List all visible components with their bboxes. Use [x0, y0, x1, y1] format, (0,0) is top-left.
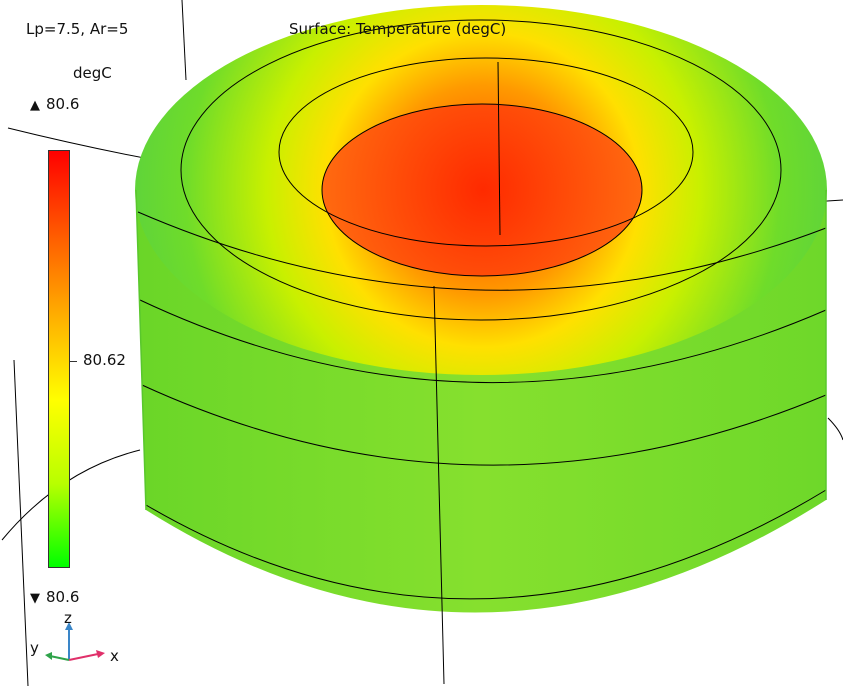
- colorbar-mid-tick: [69, 361, 77, 362]
- inner-hole: [321, 103, 643, 277]
- colorbar-max-value: 80.6: [46, 95, 80, 113]
- plot-title: Surface: Temperature (degC): [289, 20, 507, 38]
- colorbar-max-label: ▲ 80.6: [30, 95, 79, 115]
- cylinder-silhouette: [135, 189, 827, 511]
- max-arrow-icon: ▲: [30, 98, 40, 113]
- axis-orientation-triad: z y x: [28, 610, 128, 680]
- colorbar: [48, 150, 70, 568]
- parameter-label: Lp=7.5, Ar=5: [26, 20, 129, 38]
- mesh-edges: [137, 61, 827, 685]
- axis-y-label: y: [30, 639, 39, 657]
- axis-x-label: x: [110, 647, 119, 665]
- min-arrow-icon: ▼: [30, 591, 40, 606]
- rim-ellipse: [278, 57, 694, 247]
- colorbar-unit-label: degC: [73, 64, 112, 82]
- colorbar-min-value: 80.6: [46, 588, 80, 606]
- outer-top-edge: [180, 19, 782, 321]
- colorbar-mid-value: 80.62: [83, 351, 126, 369]
- colorbar-min-label: ▼ 80.6: [30, 588, 79, 608]
- axis-z-label: z: [64, 609, 72, 627]
